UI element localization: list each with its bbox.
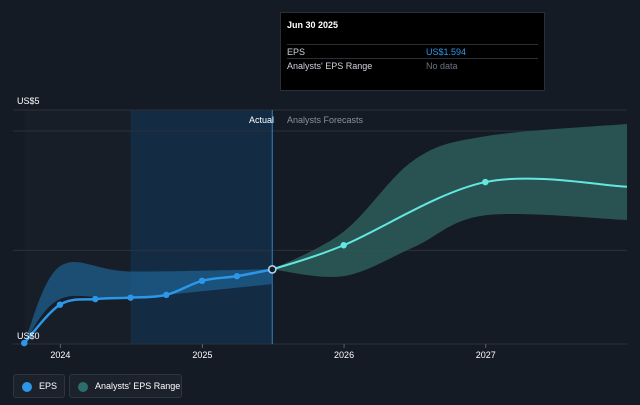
eps-actual-point (233, 272, 241, 280)
forecast-section-label: Analysts Forecasts (287, 115, 364, 125)
tooltip-value: No data (426, 61, 458, 71)
x-tick-label: 2025 (192, 350, 212, 360)
eps-range-band-past (24, 262, 273, 344)
eps-actual-point (127, 294, 134, 301)
eps-forecast-line (271, 177, 628, 271)
tooltip-row-eps: EPS US$1.594 (287, 44, 538, 58)
eps-actual-point (21, 339, 28, 347)
legend-label: Analysts' EPS Range (95, 381, 181, 391)
x-axis: 2024 2025 2026 2027 (50, 344, 496, 360)
eps-points (21, 178, 489, 347)
tooltip-date: Jun 30 2025 (287, 20, 339, 30)
legend-item-eps[interactable]: EPS (13, 374, 65, 398)
tooltip-value: US$1.594 (426, 47, 467, 57)
tooltip-row-range: Analysts' EPS Range No data (287, 58, 538, 72)
eps-dot-icon (22, 382, 32, 392)
eps-actual-point (92, 295, 99, 303)
tooltip-label: Analysts' EPS Range (287, 61, 373, 71)
x-tick-label: 2027 (476, 350, 496, 360)
eps-range-band-forecast (272, 124, 627, 278)
eps-actual-point (198, 277, 206, 285)
y-axis-bottom-label: US$0 (17, 331, 40, 341)
highlight-area (130, 110, 273, 344)
eps-actual-point (56, 301, 64, 308)
legend-item-range[interactable]: Analysts' EPS Range (69, 374, 182, 398)
y-axis-top-label: US$5 (17, 96, 40, 106)
x-tick-label: 2026 (334, 350, 354, 360)
eps-actual-point (163, 291, 170, 299)
eps-highlight-point (267, 265, 277, 274)
legend-label: EPS (39, 381, 58, 391)
eps-forecast-point (340, 242, 347, 249)
eps-range-bands (24, 124, 627, 344)
tooltip-label: EPS (287, 47, 306, 57)
chart-background (24, 110, 273, 344)
range-dot-icon (78, 382, 88, 392)
eps-forecast-point (482, 178, 489, 186)
x-tick-label: 2024 (50, 350, 70, 360)
tooltip: Jun 30 2025 EPS US$1.594 Analysts' EPS R… (280, 12, 545, 91)
actual-section-label: Actual (249, 115, 274, 125)
